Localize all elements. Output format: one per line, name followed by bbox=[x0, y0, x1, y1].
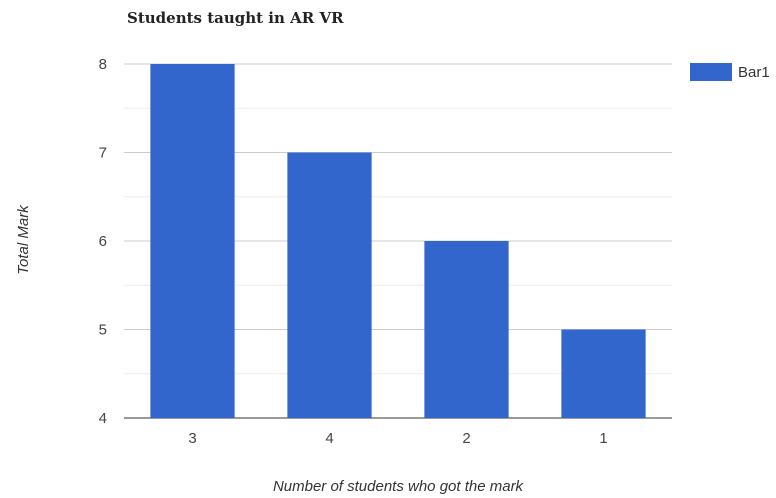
legend-swatch bbox=[690, 63, 732, 81]
x-tick-label: 4 bbox=[325, 430, 333, 447]
y-tick-label: 5 bbox=[99, 322, 107, 339]
x-axis-title: Number of students who got the mark bbox=[273, 478, 525, 495]
x-tick-label: 2 bbox=[462, 430, 470, 447]
y-axis-title: Total Mark bbox=[15, 204, 32, 275]
y-axis-ticks: 4 5 6 7 8 bbox=[99, 56, 107, 427]
bar-4 bbox=[287, 152, 372, 418]
x-tick-label: 1 bbox=[599, 430, 607, 447]
bar-2 bbox=[424, 241, 509, 418]
legend: Bar1 bbox=[690, 63, 770, 81]
legend-label: Bar1 bbox=[738, 64, 770, 81]
bar-3 bbox=[150, 64, 235, 418]
y-tick-label: 4 bbox=[99, 410, 107, 427]
chart-title: Students taught in AR VR bbox=[127, 9, 344, 27]
x-axis-ticks: 3 4 2 1 bbox=[188, 430, 607, 447]
y-tick-label: 8 bbox=[99, 56, 107, 73]
bars bbox=[150, 64, 646, 418]
y-tick-label: 7 bbox=[99, 145, 107, 162]
bar-1 bbox=[561, 329, 646, 418]
x-tick-label: 3 bbox=[188, 430, 196, 447]
y-tick-label: 6 bbox=[99, 233, 107, 250]
